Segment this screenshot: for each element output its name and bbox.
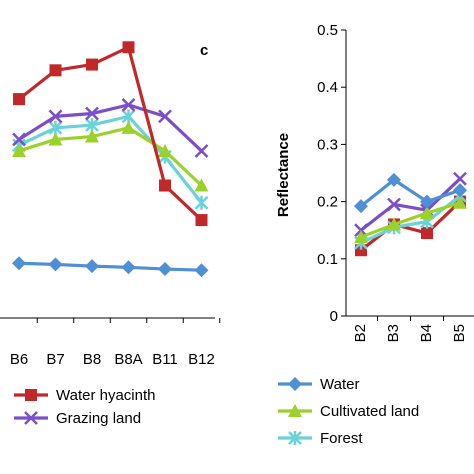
legend-item-water: Water <box>278 376 359 393</box>
x-tick-label: B2 <box>352 324 369 342</box>
data-point-grazing-land <box>48 109 63 124</box>
x-tick-label: B12 <box>188 351 215 368</box>
data-point-diamond <box>48 257 63 272</box>
legend-label: Water <box>320 376 359 393</box>
data-point-water <box>453 183 467 198</box>
panel-letter: c <box>200 42 208 59</box>
legend-label: Water hyacinth <box>56 387 156 404</box>
legend-marker <box>288 404 302 417</box>
data-point-triangle <box>12 143 26 157</box>
data-point-grazing-land <box>158 109 172 124</box>
data-point-water-hyacinth <box>159 179 171 192</box>
legend-item-cultivated-land: Cultivated land <box>278 403 419 420</box>
data-point-diamond <box>158 262 172 277</box>
x-tick-label: B11 <box>152 351 178 368</box>
series-line-grazing-land <box>18 103 203 153</box>
data-point-water-hyacinth <box>122 41 135 54</box>
right-legend: Water Cultivated land Forest <box>278 376 419 447</box>
data-point-water <box>420 194 434 209</box>
data-point-diamond <box>85 259 99 274</box>
y-tick-label: 0.2 <box>317 194 338 211</box>
series-line-asterisk <box>18 114 203 204</box>
right-chart-panel: Reflectance B2 B3 B4 B5 0 0.1 0.2 0.3 0.4 0.5 Wat… <box>275 22 474 447</box>
data-point-diamond <box>121 260 136 275</box>
data-point-water <box>387 172 401 187</box>
x-tick-label: B7 <box>46 351 64 368</box>
y-tick-label: 0 <box>330 308 338 325</box>
y-axis-title: Reflectance <box>275 133 292 217</box>
legend-marker <box>288 377 302 391</box>
data-point-diamond <box>12 256 26 271</box>
data-point-square <box>421 227 433 240</box>
y-tick-label: 0.1 <box>317 251 338 268</box>
data-point-water-hyacinth <box>49 64 62 77</box>
data-point-cultivated-land <box>354 230 368 244</box>
data-point-x <box>453 171 467 186</box>
x-tick-label: B3 <box>385 324 402 342</box>
y-tick-label: 0.5 <box>317 22 338 39</box>
data-point-triangle <box>85 129 99 143</box>
data-point-asterisk <box>194 195 209 210</box>
data-point-water-hyacinth <box>13 93 25 106</box>
left-plot-area: B6 B7 B8 B8A B11 B12 <box>0 41 221 368</box>
data-point-cultivated-land <box>387 217 401 231</box>
y-tick-label: 0.4 <box>317 79 338 96</box>
series-line-diamond <box>18 261 202 272</box>
series-line-water <box>360 178 461 208</box>
series-line-x <box>360 177 462 232</box>
series-line-cultivated-land <box>360 201 461 239</box>
data-point-grazing-land <box>194 144 209 158</box>
data-point-diamond <box>194 263 209 278</box>
legend-label: Grazing land <box>56 410 141 427</box>
legend-marker <box>25 389 37 401</box>
data-point-grazing-land <box>12 132 26 147</box>
data-point-x <box>387 197 401 212</box>
series-line-water-hyacinth <box>18 45 203 222</box>
x-tick-label: B8 <box>83 351 101 368</box>
legend-marker <box>24 411 38 425</box>
data-point-triangle <box>48 132 63 146</box>
legend-label: Forest <box>320 430 363 447</box>
series-line-square <box>360 200 462 252</box>
y-tick-label: 0.3 <box>317 136 338 153</box>
legend-item-forest: Forest <box>278 430 363 447</box>
data-point-cultivated-land <box>453 195 467 209</box>
x-tick-label: B6 <box>10 351 28 368</box>
legend-item-water-hyacinth: Water hyacinth <box>14 387 156 404</box>
x-tick-label: B4 <box>418 324 435 342</box>
data-point-water-hyacinth <box>86 58 98 71</box>
data-point-grazing-land <box>121 97 136 112</box>
data-point-triangle <box>194 178 209 192</box>
series-line-triangle <box>18 126 203 187</box>
right-plot-area: B2 B3 B4 B5 0 0.1 0.2 0.3 0.4 0.5 <box>317 22 474 342</box>
legend-label: Cultivated land <box>320 403 419 420</box>
data-point-water-hyacinth <box>195 214 208 227</box>
data-point-triangle <box>121 120 136 134</box>
data-point-cultivated-land <box>420 206 434 220</box>
left-legend: Water hyacinth Grazing land <box>14 387 156 427</box>
data-point-grazing-land <box>85 106 99 121</box>
data-point-water <box>354 199 368 214</box>
legend-item-grazing-land: Grazing land <box>14 410 141 427</box>
left-chart-panel: c B6 B7 B8 B8A B11 B12 Water hyacinth Grazing … <box>0 41 221 427</box>
legend-marker <box>288 431 302 445</box>
x-tick-label: B5 <box>451 324 468 342</box>
data-point-triangle <box>158 143 172 157</box>
x-tick-label: B8A <box>114 351 142 368</box>
